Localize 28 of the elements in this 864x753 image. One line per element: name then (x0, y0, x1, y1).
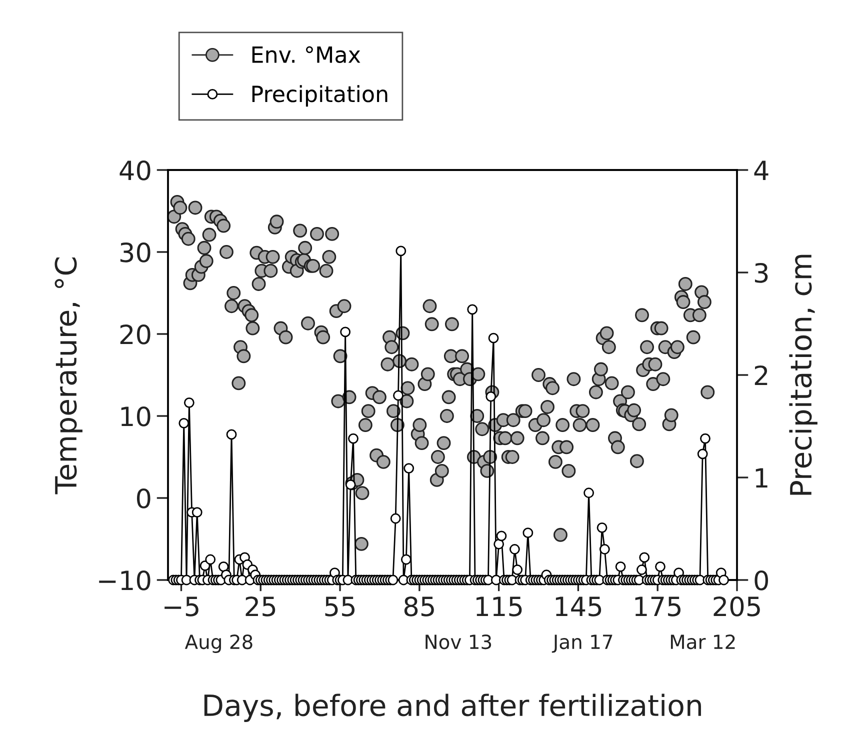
x-tick-label: 175 (635, 596, 680, 616)
text: Nov 13 (426, 634, 492, 650)
legend-label: Precipitation (252, 85, 388, 107)
text: Mar 12 (670, 634, 735, 650)
y2-tick-label: 0 (754, 570, 768, 590)
x-tick-label: 85 (404, 596, 434, 616)
y-tick-label: 30 (120, 242, 150, 262)
y-tick-label: 20 (120, 324, 150, 344)
x-tick-label: 25 (246, 596, 276, 616)
y2-axis-title: Precipitation, cm (789, 254, 818, 495)
y-axis-title: Temperature, °C (54, 257, 82, 494)
y-tick-label: 10 (121, 406, 150, 426)
y2-tick-label: 4 (754, 160, 768, 180)
x-tick-label: −5 (164, 596, 198, 616)
text: Jan 17 (552, 634, 612, 653)
x-tick-label: 145 (556, 596, 602, 616)
y2-tick-label: 2 (754, 365, 768, 386)
x-tick-label: 205 (714, 596, 760, 616)
y-tick-label: −10 (99, 570, 150, 590)
x-tick-label: 115 (476, 596, 522, 616)
y-tick-label: 0 (136, 488, 150, 508)
x-axis-title: Days, before and after fertilization (204, 694, 701, 722)
y-tick-label: 40 (120, 160, 150, 180)
text: Aug 28 (184, 634, 252, 653)
y2-tick-label: 3 (754, 262, 768, 283)
legend-label: Env. °Max (252, 46, 360, 64)
x-tick-label: 55 (325, 596, 355, 616)
y2-tick-label: 1 (756, 468, 768, 488)
